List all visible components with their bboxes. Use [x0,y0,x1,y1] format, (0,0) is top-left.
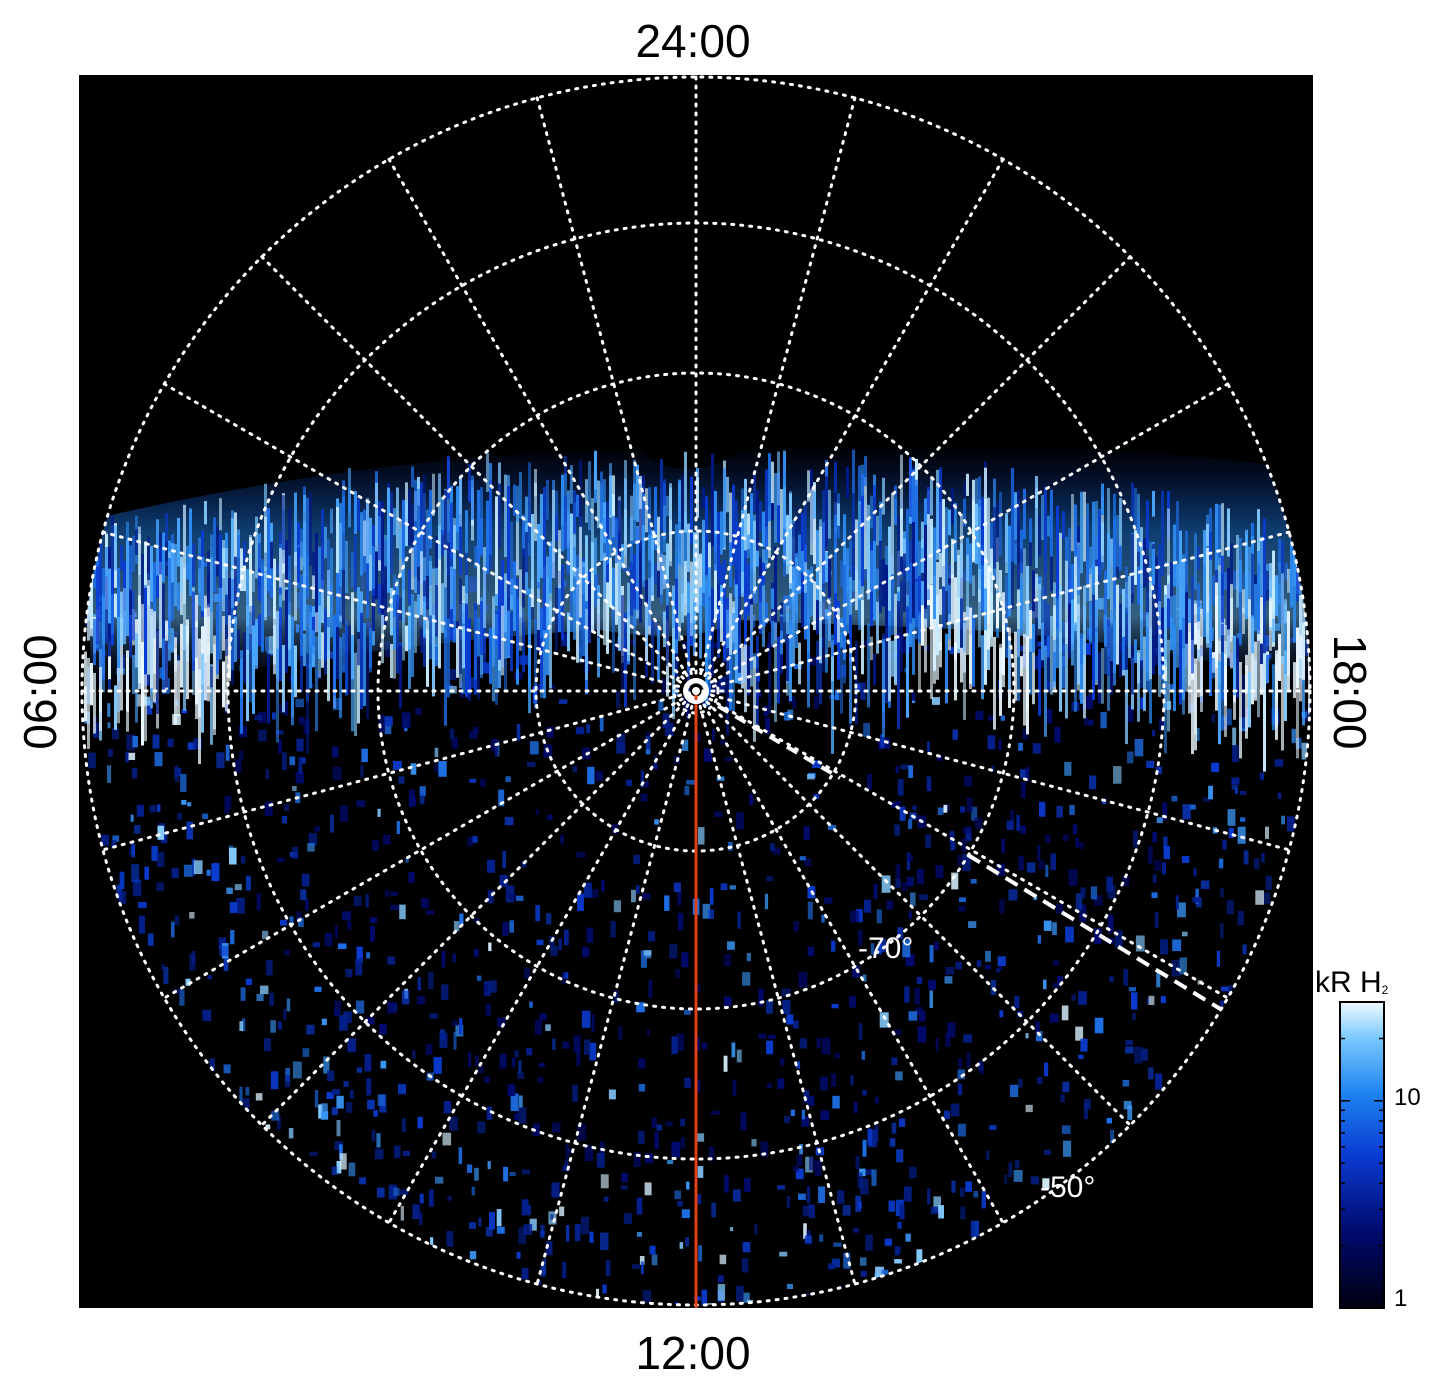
latitude-label-50: -50° [1040,1171,1095,1204]
dashed-sector-line-outer [966,853,1224,1012]
colorbar-tick-1: 1 [1394,1285,1408,1312]
label-12h: 12:00 [635,1327,751,1379]
pole-marker [683,678,709,704]
pole-dot [692,687,700,695]
colorbar [1339,1001,1385,1309]
colorbar-unit-label: kR H2 [1315,966,1388,1000]
dashed-sector-line-inner [716,704,842,780]
label-24h: 24:00 [635,15,751,67]
label-06h: 06:00 [14,634,66,750]
auroral-band-streaks [84,449,1310,772]
colorbar-tick-10: 10 [1394,1084,1421,1111]
colorbar-unit-sub: 2 [1381,983,1389,997]
label-18h: 18:00 [1324,634,1376,750]
colorbar-tick-marks [1340,1001,1384,1247]
latitude-label-70: -70° [858,932,913,965]
colorbar-unit-main: kR H [1315,966,1382,999]
